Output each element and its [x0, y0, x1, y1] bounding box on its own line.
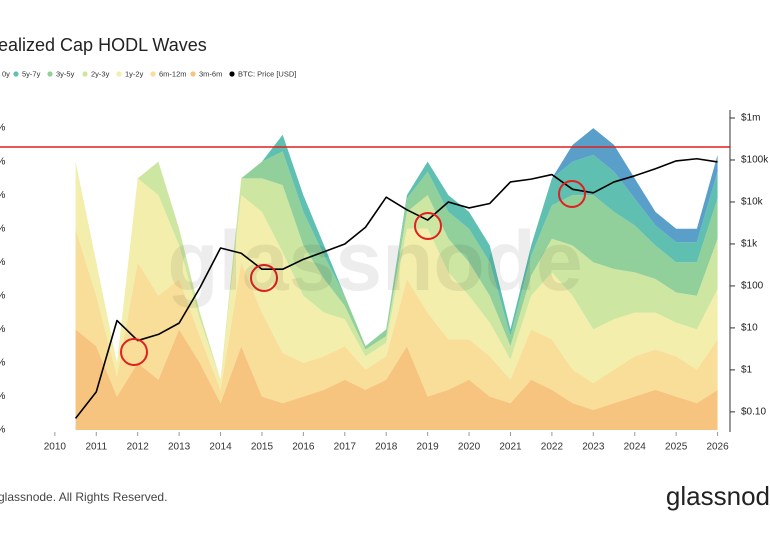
y2-tick-label: $10 [741, 323, 758, 334]
legend-swatch [47, 71, 53, 77]
highlight-circle [558, 180, 586, 208]
y-tick-label: % [0, 257, 6, 268]
y-tick-label: % [0, 290, 6, 301]
legend-label: 3m-6m [199, 69, 222, 78]
y2-tick-label: $1m [741, 113, 760, 124]
watermark: glassnode [167, 214, 582, 308]
y2-tick-label: $1k [741, 239, 758, 250]
price-line [74, 157, 718, 419]
y2-tick-label: $0.10 [741, 407, 766, 418]
y-tick-label: % [0, 223, 6, 234]
legend-swatch [82, 71, 88, 77]
y-tick-label: % [0, 425, 6, 436]
chart-title: ealized Cap HODL Waves [0, 35, 207, 55]
plot-area [74, 128, 718, 430]
y-tick-label: % [0, 391, 6, 402]
x-tick-label: 2010 [44, 442, 67, 453]
legend-label: 6m-12m [159, 69, 187, 78]
area-band [75, 228, 718, 410]
x-tick-label: 2023 [582, 442, 605, 453]
x-tick-label: 2017 [334, 442, 357, 453]
area-band [75, 329, 718, 430]
x-tick-label: 2012 [127, 442, 150, 453]
logo: glassnod [666, 481, 770, 511]
legend-swatch [150, 71, 156, 77]
y2-tick-label: $100 [741, 281, 764, 292]
x-tick-label: 2022 [541, 442, 564, 453]
area-band [75, 134, 718, 380]
legend-label: 2y-3y [91, 69, 110, 78]
x-tick-label: 2025 [665, 442, 688, 453]
x-tick-label: 2019 [417, 442, 440, 453]
legend: 0y 5y-7y 3y-5y 2y-3y 1y-2y 6m-12m 3m-6m BTC: Pr… [2, 69, 296, 78]
x-tick-label: 2021 [499, 442, 522, 453]
legend-swatch [190, 71, 196, 77]
legend-swatch [229, 71, 235, 77]
highlight-circle [120, 338, 148, 366]
y-tick-label: % [0, 190, 6, 201]
x-tick-label: 2018 [375, 442, 398, 453]
x-tick-label: 2020 [458, 442, 481, 453]
legend-label: BTC: Price [USD] [238, 69, 296, 78]
legend-swatch [13, 71, 19, 77]
y-tick-label: % [0, 358, 6, 369]
legend-label: 0y [2, 69, 10, 78]
y2-tick-label: $1 [741, 365, 753, 376]
footer: glassnode. All Rights Reserved. [0, 490, 167, 504]
y2-tick-label: $10k [741, 197, 764, 208]
x-tick-label: 2016 [292, 442, 315, 453]
legend-label: 5y-7y [22, 69, 41, 78]
y-tick-label: % [0, 324, 6, 335]
highlight-circle [250, 264, 278, 292]
x-tick-label: 2026 [706, 442, 729, 453]
area-band [75, 161, 718, 390]
x-tick-label: 2014 [209, 442, 232, 453]
highlight-circle [414, 212, 442, 240]
y-tick-label: % [0, 156, 6, 167]
x-tick-label: 2015 [251, 442, 274, 453]
y-tick-label: % [0, 123, 6, 134]
legend-label: 3y-5y [56, 69, 75, 78]
legend-swatch [116, 71, 122, 77]
x-tick-label: 2024 [624, 442, 647, 453]
area-band [75, 151, 718, 380]
legend-label: 1y-2y [125, 69, 144, 78]
x-tick-label: 2011 [86, 442, 108, 453]
highlight-circles [120, 180, 586, 366]
y2-tick-label: $100k [741, 155, 769, 166]
area-band [75, 161, 718, 380]
x-tick-label: 2013 [168, 442, 191, 453]
